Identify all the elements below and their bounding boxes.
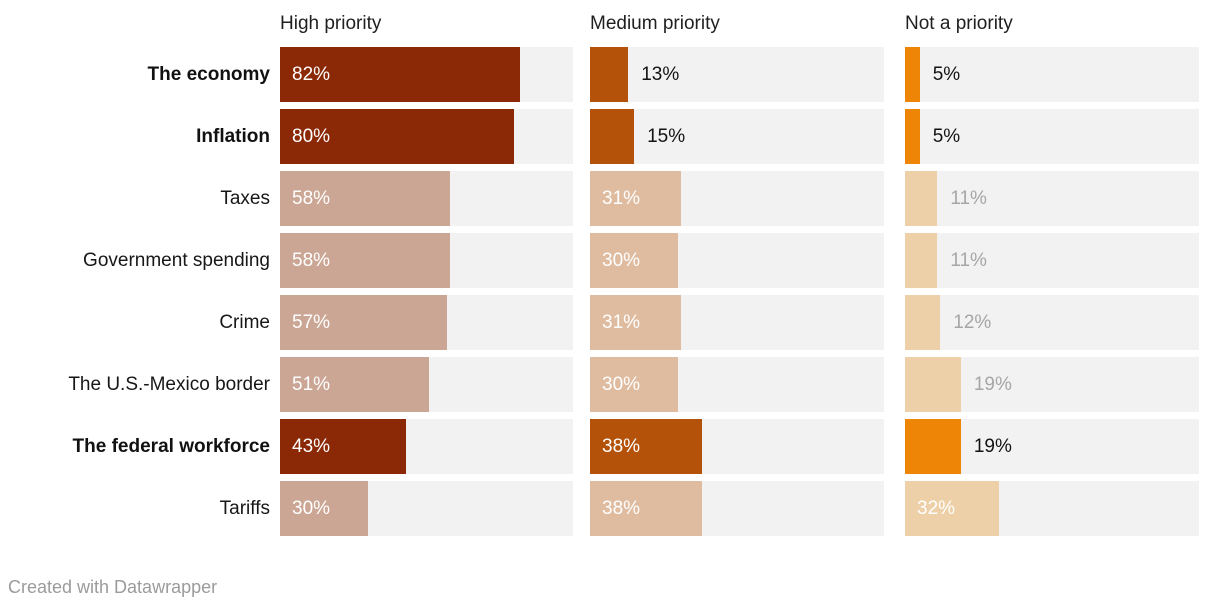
bar-track: 58% <box>280 233 573 288</box>
bar-value: 30% <box>292 498 331 519</box>
bar-track: 38% <box>590 481 884 536</box>
bar-value: 57% <box>292 312 331 333</box>
bar-fill <box>590 295 682 350</box>
bar-value: 5% <box>932 64 961 85</box>
bar-fill <box>280 419 406 474</box>
row-label: Tariffs <box>219 498 270 519</box>
bar-track: 57% <box>280 295 573 350</box>
bar-fill <box>590 47 629 102</box>
row-label: The U.S.-Mexico border <box>68 374 270 395</box>
bar-value: 11% <box>950 188 987 209</box>
bar-value: 80% <box>292 126 331 147</box>
bar-track: 19% <box>905 357 1199 412</box>
bar-track: 80% <box>280 109 573 164</box>
bar-track: 38% <box>590 419 884 474</box>
table-row: Crime 57% 31% 12% <box>0 295 1220 350</box>
bar-fill <box>905 109 920 164</box>
row-label: Inflation <box>196 126 270 147</box>
column-header-not-a-priority: Not a priority <box>905 13 1013 34</box>
row-label: Government spending <box>83 250 270 271</box>
bar-value: 30% <box>602 374 641 395</box>
bar-fill <box>280 481 368 536</box>
table-row: Tariffs 30% 38% 32% <box>0 481 1220 536</box>
table-row: Inflation 80% 15% 5% <box>0 109 1220 164</box>
bar-fill <box>590 357 679 412</box>
bar-fill <box>590 109 635 164</box>
table-row: Government spending 58% 30% 11% <box>0 233 1220 288</box>
bar-fill <box>905 171 938 226</box>
bar-fill <box>905 419 961 474</box>
bar-value: 15% <box>647 126 686 147</box>
table-row: The U.S.-Mexico border 51% 30% 19% <box>0 357 1220 412</box>
chart-rows: The economy 82% 13% 5% Inflation 80% 15% 5% Taxe… <box>0 47 1220 543</box>
row-label: Crime <box>219 312 270 333</box>
row-label: Taxes <box>220 188 270 209</box>
bar-track: 32% <box>905 481 1199 536</box>
bar-fill <box>280 47 521 102</box>
bar-fill <box>590 481 702 536</box>
bar-track: 30% <box>590 357 884 412</box>
bar-value: 13% <box>641 64 680 85</box>
bar-value: 12% <box>953 312 992 333</box>
bar-value: 5% <box>932 126 961 147</box>
bar-track: 5% <box>905 109 1199 164</box>
bar-value: 38% <box>602 498 641 519</box>
bar-track: 11% <box>905 233 1199 288</box>
bar-track: 30% <box>590 233 884 288</box>
bar-track: 15% <box>590 109 884 164</box>
bar-fill <box>280 233 450 288</box>
bar-fill <box>590 233 679 288</box>
bar-fill <box>590 171 682 226</box>
bar-value: 31% <box>602 312 641 333</box>
bar-track: 82% <box>280 47 573 102</box>
bar-track: 31% <box>590 295 884 350</box>
bar-value: 51% <box>292 374 331 395</box>
table-row: The federal workforce 43% 38% 19% <box>0 419 1220 474</box>
bar-fill <box>280 109 515 164</box>
bar-fill <box>905 481 1000 536</box>
bar-track: 12% <box>905 295 1199 350</box>
bar-value: 11% <box>950 250 987 271</box>
bar-fill <box>905 233 938 288</box>
bar-value: 31% <box>602 188 641 209</box>
row-label: The economy <box>147 64 270 85</box>
bar-track: 19% <box>905 419 1199 474</box>
row-label: The federal workforce <box>72 436 270 457</box>
table-row: The economy 82% 13% 5% <box>0 47 1220 102</box>
bar-track: 58% <box>280 171 573 226</box>
bar-value: 43% <box>292 436 331 457</box>
bar-value: 82% <box>292 64 331 85</box>
bar-value: 58% <box>292 250 331 271</box>
bar-fill <box>280 295 447 350</box>
bar-track: 13% <box>590 47 884 102</box>
bar-track: 30% <box>280 481 573 536</box>
bar-track: 43% <box>280 419 573 474</box>
bar-track: 11% <box>905 171 1199 226</box>
bar-track: 5% <box>905 47 1199 102</box>
bar-value: 19% <box>973 374 1012 395</box>
bar-track: 31% <box>590 171 884 226</box>
attribution: Created with Datawrapper <box>8 577 218 597</box>
bar-fill <box>280 357 430 412</box>
bar-value: 30% <box>602 250 641 271</box>
bar-value: 38% <box>602 436 641 457</box>
bar-track: 51% <box>280 357 573 412</box>
bar-value: 58% <box>292 188 331 209</box>
bar-fill <box>905 47 920 102</box>
bar-fill <box>280 171 450 226</box>
bar-value: 32% <box>917 498 956 519</box>
bar-fill <box>905 357 961 412</box>
column-header-high-priority: High priority <box>280 13 382 34</box>
column-header-medium-priority: Medium priority <box>590 13 720 34</box>
bar-value: 19% <box>973 436 1012 457</box>
table-row: Taxes 58% 31% 11% <box>0 171 1220 226</box>
bar-fill <box>590 419 702 474</box>
bar-fill <box>905 295 941 350</box>
